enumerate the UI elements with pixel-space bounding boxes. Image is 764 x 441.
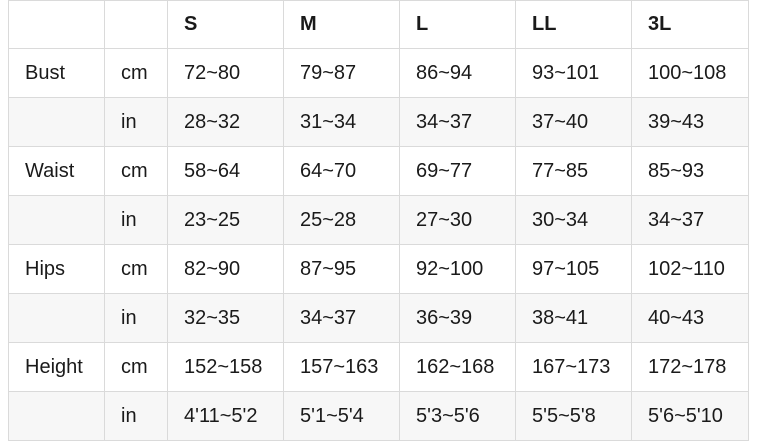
header-size-s: S — [167, 0, 284, 49]
size-value: 31~34 — [283, 97, 400, 147]
size-value: 32~35 — [167, 293, 284, 343]
size-value: 38~41 — [515, 293, 632, 343]
size-value: 5'6~5'10 — [631, 391, 749, 441]
size-value: 34~37 — [631, 195, 749, 245]
size-value: 5'1~5'4 — [283, 391, 400, 441]
table-row: Bust cm 72~80 79~87 86~94 93~101 100~108 — [8, 48, 749, 98]
table-row: Waist cm 58~64 64~70 69~77 77~85 85~93 — [8, 146, 749, 196]
size-value: 5'5~5'8 — [515, 391, 632, 441]
measure-label — [8, 391, 105, 441]
size-value: 152~158 — [167, 342, 284, 392]
measure-label: Bust — [8, 48, 105, 98]
table-row: in 4'11~5'2 5'1~5'4 5'3~5'6 5'5~5'8 5'6~… — [8, 391, 749, 441]
measure-label — [8, 195, 105, 245]
size-value: 85~93 — [631, 146, 749, 196]
size-value: 93~101 — [515, 48, 632, 98]
size-value: 82~90 — [167, 244, 284, 294]
size-value: 102~110 — [631, 244, 749, 294]
size-value: 34~37 — [399, 97, 516, 147]
size-value: 162~168 — [399, 342, 516, 392]
size-chart-table: S M L LL 3L Bust cm 72~80 79~87 86~94 93… — [8, 0, 749, 441]
unit-label: cm — [104, 146, 168, 196]
size-value: 92~100 — [399, 244, 516, 294]
table-row: in 32~35 34~37 36~39 38~41 40~43 — [8, 293, 749, 343]
size-value: 172~178 — [631, 342, 749, 392]
unit-label: in — [104, 391, 168, 441]
unit-label: in — [104, 97, 168, 147]
unit-label: in — [104, 195, 168, 245]
size-value: 97~105 — [515, 244, 632, 294]
size-value: 167~173 — [515, 342, 632, 392]
table-row: Height cm 152~158 157~163 162~168 167~17… — [8, 342, 749, 392]
table-header-row: S M L LL 3L — [8, 0, 749, 49]
header-size-m: M — [283, 0, 400, 49]
size-value: 77~85 — [515, 146, 632, 196]
header-measure-cell — [8, 0, 105, 49]
size-value: 23~25 — [167, 195, 284, 245]
header-size-3l: 3L — [631, 0, 749, 49]
size-value: 79~87 — [283, 48, 400, 98]
size-value: 64~70 — [283, 146, 400, 196]
size-value: 100~108 — [631, 48, 749, 98]
measure-label: Waist — [8, 146, 105, 196]
measure-label — [8, 293, 105, 343]
header-size-l: L — [399, 0, 516, 49]
measure-label — [8, 97, 105, 147]
size-value: 58~64 — [167, 146, 284, 196]
size-value: 34~37 — [283, 293, 400, 343]
size-value: 72~80 — [167, 48, 284, 98]
size-value: 27~30 — [399, 195, 516, 245]
size-value: 36~39 — [399, 293, 516, 343]
table-row: in 23~25 25~28 27~30 30~34 34~37 — [8, 195, 749, 245]
unit-label: cm — [104, 244, 168, 294]
table-row: in 28~32 31~34 34~37 37~40 39~43 — [8, 97, 749, 147]
unit-label: in — [104, 293, 168, 343]
unit-label: cm — [104, 48, 168, 98]
size-value: 40~43 — [631, 293, 749, 343]
measure-label: Height — [8, 342, 105, 392]
header-size-ll: LL — [515, 0, 632, 49]
size-value: 4'11~5'2 — [167, 391, 284, 441]
size-value: 25~28 — [283, 195, 400, 245]
size-value: 28~32 — [167, 97, 284, 147]
size-value: 5'3~5'6 — [399, 391, 516, 441]
unit-label: cm — [104, 342, 168, 392]
size-value: 30~34 — [515, 195, 632, 245]
size-value: 69~77 — [399, 146, 516, 196]
size-value: 157~163 — [283, 342, 400, 392]
measure-label: Hips — [8, 244, 105, 294]
header-unit-cell — [104, 0, 168, 49]
size-value: 39~43 — [631, 97, 749, 147]
size-value: 86~94 — [399, 48, 516, 98]
size-value: 37~40 — [515, 97, 632, 147]
size-value: 87~95 — [283, 244, 400, 294]
table-row: Hips cm 82~90 87~95 92~100 97~105 102~11… — [8, 244, 749, 294]
